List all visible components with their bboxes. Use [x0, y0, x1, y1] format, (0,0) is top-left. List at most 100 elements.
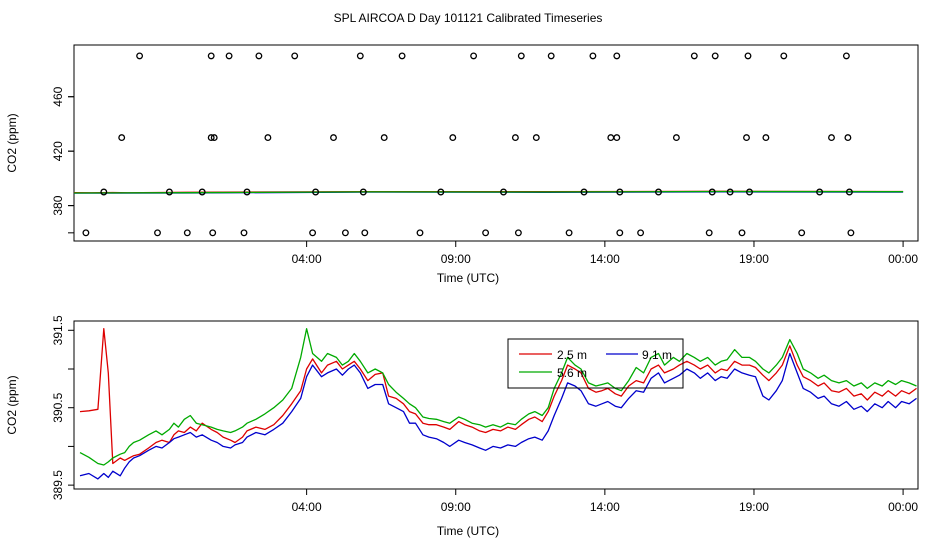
bottom-x-axis-label: Time (UTC)	[437, 524, 499, 538]
top-series-cal-point	[798, 229, 806, 237]
top-series-cal-point	[738, 229, 746, 237]
top-series-cal-point	[500, 188, 507, 196]
top-series-cal-point	[100, 188, 108, 196]
top-series-cal-point	[225, 52, 233, 60]
top-series-cal-point	[207, 134, 215, 142]
top-series-cal-point	[264, 134, 272, 142]
top-series-cal-point	[845, 188, 853, 196]
top-series-cal-point	[210, 134, 218, 142]
top-series-cal-point	[637, 229, 645, 237]
chart-title: SPL AIRCOA D Day 101121 Calibrated Times…	[334, 11, 603, 25]
top-series-cal-point	[183, 229, 191, 237]
top-series-cal-point	[708, 188, 716, 196]
top-series-cal-point	[341, 229, 349, 237]
top-series-cal-point	[613, 134, 621, 142]
top-series-cal-point	[613, 52, 621, 60]
legend-box	[507, 338, 684, 389]
bottom-x-tick-label: 00:00	[888, 500, 918, 514]
bottom-series-group	[79, 328, 917, 480]
top-series-cal-point	[746, 188, 753, 196]
legend: 2.5 m 5.6 m 9.1 m	[507, 338, 684, 389]
top-series-cal-point	[136, 52, 144, 60]
top-series-cal-point	[532, 134, 540, 142]
top-series-cal-point	[482, 229, 490, 237]
top-series-cal-point	[330, 134, 337, 142]
top-panel: 04:00 09:00 14:00 19:00 00:00 380 420 460 Time …	[5, 44, 919, 285]
top-series-cal-point	[356, 52, 364, 60]
legend-label-2-5m: 2.5 m	[557, 348, 587, 362]
top-series-cal-point	[842, 52, 850, 60]
top-series-cal-point	[82, 229, 90, 237]
top-series-cal-point	[616, 229, 624, 237]
bottom-y-axis-label: CO2 (ppm)	[5, 375, 19, 434]
top-series-cal-point	[589, 52, 597, 60]
bottom-series-2-5-m-line	[79, 328, 917, 465]
bottom-x-tick-label: 14:00	[590, 500, 620, 514]
top-x-tick-label: 19:00	[739, 252, 769, 266]
bottom-panel: 04:00 09:00 14:00 19:00 00:00 389.5 390.5 391.5…	[5, 315, 919, 538]
top-series-cal-point	[511, 134, 519, 142]
top-series-cal-point	[207, 52, 215, 60]
top-series-group	[74, 52, 904, 237]
bottom-series-clipped	[79, 328, 917, 480]
top-series-cal-point	[437, 188, 445, 196]
bottom-y-tick-label: 390.5	[51, 392, 65, 422]
top-series-cal-point	[154, 229, 161, 237]
top-x-tick-label: 09:00	[441, 252, 471, 266]
bottom-x-tick-label: 09:00	[441, 500, 471, 514]
top-x-tick-label: 00:00	[888, 252, 918, 266]
top-series-5-6-m-line	[74, 190, 904, 194]
top-series-cal-point	[517, 52, 525, 60]
top-series-cal-point	[690, 52, 698, 60]
top-x-tick-label: 04:00	[292, 252, 322, 266]
top-x-axis-label: Time (UTC)	[437, 271, 499, 285]
top-series-cal-point	[816, 188, 824, 196]
top-series-cal-point	[380, 134, 388, 142]
top-series-cal-point	[309, 229, 317, 237]
top-series-cal-point	[565, 229, 573, 237]
top-series-cal-point	[847, 229, 855, 237]
bottom-x-tick-label: 04:00	[292, 500, 322, 514]
top-y-axis-label: CO2 (ppm)	[5, 113, 19, 172]
top-series-cal-point	[398, 52, 406, 60]
top-series-cal-point	[743, 134, 750, 142]
top-series-cal-point	[198, 188, 206, 196]
bottom-y-tick-label: 391.5	[51, 315, 65, 345]
top-series-cal-point	[118, 134, 126, 142]
top-series-cal-point	[705, 229, 713, 237]
top-y-tick-label: 460	[51, 86, 65, 106]
top-y-tick-label: 420	[51, 141, 65, 161]
top-series-cal-point	[580, 188, 588, 196]
top-y-tick-label: 380	[51, 195, 65, 215]
top-series-cal-point	[240, 229, 248, 237]
bottom-series-5-6-m-line	[79, 328, 917, 466]
top-series-cal-point	[711, 52, 719, 60]
bottom-y-tick-label: 389.5	[51, 470, 65, 500]
top-series-cal-point	[607, 134, 615, 142]
top-series-cal-point	[726, 188, 734, 196]
top-series-cal-point	[828, 134, 835, 142]
top-series-cal-point	[547, 52, 555, 60]
top-series-cal-point	[780, 52, 788, 60]
top-x-tick-label: 14:00	[590, 252, 620, 266]
top-series-cal-point	[470, 52, 478, 60]
legend-label-9-1m: 9.1 m	[642, 348, 672, 362]
top-series-clipped	[74, 52, 904, 237]
top-series-cal-point	[361, 229, 369, 237]
top-series-cal-point	[165, 188, 173, 196]
bottom-plot-frame	[73, 320, 919, 490]
top-series-cal-point	[616, 188, 624, 196]
top-series-cal-point	[655, 188, 662, 196]
top-series-cal-point	[209, 229, 217, 237]
top-plot-frame	[73, 44, 919, 242]
top-series-cal-point	[672, 134, 680, 142]
top-series-cal-point	[243, 188, 251, 196]
top-series-cal-point	[416, 229, 424, 237]
legend-label-5-6m: 5.6 m	[557, 366, 587, 380]
bottom-axes: 04:00 09:00 14:00 19:00 00:00 389.5 390.5 391.5	[51, 315, 918, 514]
bottom-x-tick-label: 19:00	[739, 500, 769, 514]
top-series-cal-point	[312, 188, 320, 196]
top-series-cal-point	[359, 188, 367, 196]
top-series-cal-point	[514, 229, 522, 237]
